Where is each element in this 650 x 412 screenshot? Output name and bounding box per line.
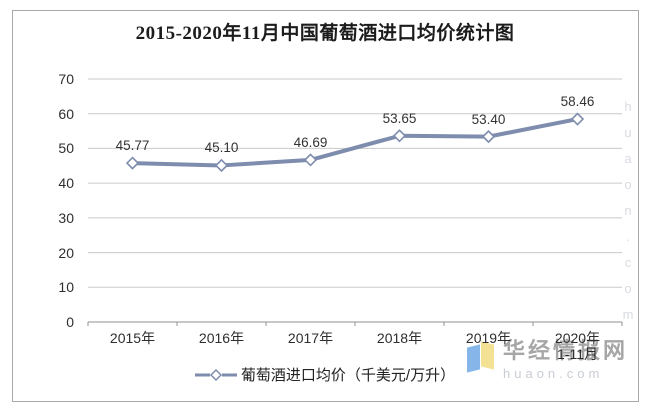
watermark-letter: . [626, 229, 630, 244]
data-point-marker [214, 158, 229, 173]
y-axis-label: 60 [58, 105, 74, 122]
series-line [130, 117, 580, 168]
legend: 葡萄酒进口均价（千美元/万升） [12, 364, 638, 385]
y-axis-label: 50 [58, 140, 74, 157]
data-label: 45.77 [115, 138, 150, 154]
watermark-letter: o [624, 281, 632, 296]
y-axis-label: 20 [58, 244, 74, 261]
watermark-letter: h [624, 99, 632, 114]
data-label: 53.40 [471, 111, 506, 127]
data-label: 45.10 [204, 140, 239, 156]
data-label: 46.69 [293, 134, 328, 150]
y-axis-label: 0 [66, 314, 74, 330]
data-point-marker [481, 129, 496, 144]
x-axis-label: 2015年 [109, 330, 156, 346]
x-axis-label: 2016年 [198, 330, 245, 346]
watermark-bottom-right: 华经情报网 huaon.com [464, 338, 628, 381]
watermark-brand: 华经情报网 [503, 338, 629, 363]
chart-frame [12, 10, 639, 402]
y-axis-label: 10 [58, 279, 74, 296]
x-axis-label: 2017年 [287, 330, 334, 346]
watermark-letter: a [624, 151, 632, 166]
x-axis-label: 2020年 1-11月 [554, 330, 601, 363]
data-point-marker [392, 129, 407, 143]
y-axis-label: 30 [58, 209, 74, 226]
y-axis-label: 70 [58, 71, 74, 87]
watermark-domain: huaon.com [503, 366, 604, 381]
watermark-letter: m [622, 307, 634, 322]
watermark-letter: o [624, 177, 632, 192]
y-axis-label: 40 [58, 175, 74, 192]
watermark-letter: c [624, 255, 632, 270]
watermark-letter: n [624, 203, 632, 218]
watermark-text: 华经情报网 huaon.com [503, 338, 628, 381]
data-label: 53.65 [382, 110, 417, 126]
data-label: 58.46 [560, 94, 595, 110]
data-point-marker [125, 156, 140, 170]
x-axis-label: 2019年 [465, 330, 512, 346]
data-point-marker [303, 153, 318, 167]
chart-title: 2015-2020年11月中国葡萄酒进口均价统计图 [135, 23, 515, 44]
x-axis-label: 2018年 [376, 330, 423, 346]
watermark-letter: u [624, 125, 632, 140]
legend-label: 葡萄酒进口均价（千美元/万升） [240, 367, 456, 384]
data-point-marker [570, 112, 585, 126]
legend-marker-icon [194, 368, 237, 381]
